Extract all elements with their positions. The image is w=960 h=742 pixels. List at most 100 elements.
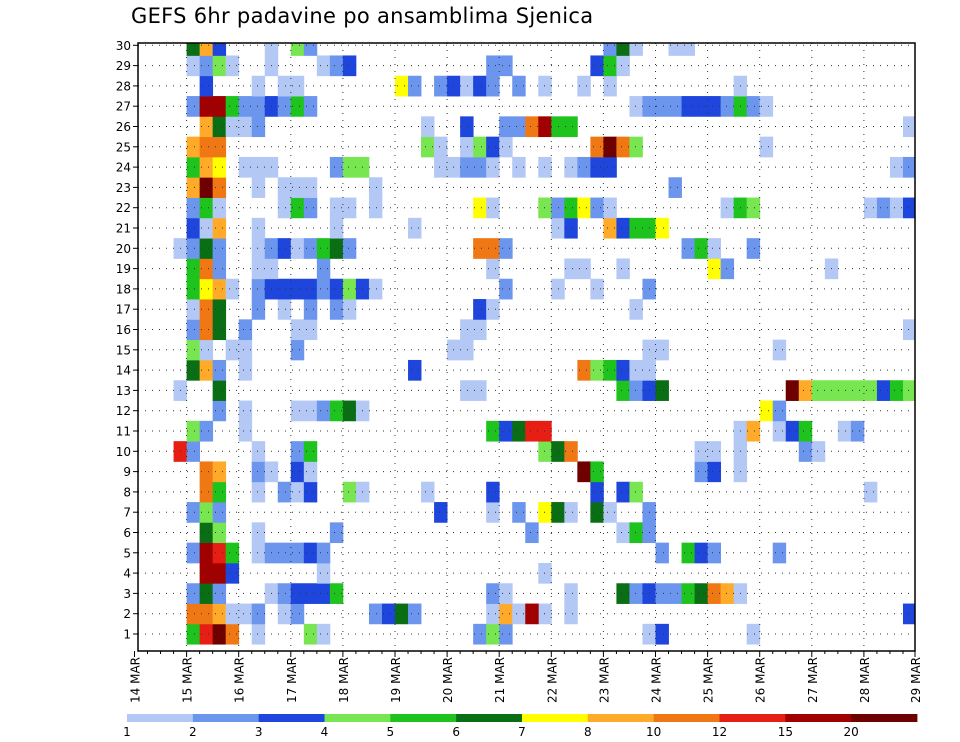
precip-cell xyxy=(629,136,643,158)
precip-cell xyxy=(499,116,513,138)
precip-cell xyxy=(694,441,709,462)
precip-cell xyxy=(212,583,227,604)
precip-cell xyxy=(290,96,305,117)
precip-cell xyxy=(199,583,214,604)
precip-cell xyxy=(199,278,214,300)
precip-cell xyxy=(876,197,891,219)
precip-cell xyxy=(603,43,617,56)
precip-cell xyxy=(746,96,761,117)
precip-cell xyxy=(199,116,214,138)
precip-cell xyxy=(603,197,617,219)
precip-cell xyxy=(316,542,331,564)
precip-cell xyxy=(238,359,253,381)
precip-cell xyxy=(212,258,227,280)
x-tick-label: 26 MAR xyxy=(754,657,768,703)
precip-cell xyxy=(303,43,318,56)
x-tick-label: 24 MAR xyxy=(650,657,664,703)
precip-cell xyxy=(564,583,578,604)
precip-cell xyxy=(408,217,422,239)
precip-cell xyxy=(316,400,331,422)
precip-cell xyxy=(590,481,604,503)
y-tick-label: 10 xyxy=(116,445,131,459)
y-tick-label: 1 xyxy=(123,628,131,642)
precip-cell xyxy=(225,562,240,584)
y-tick-label: 16 xyxy=(116,323,131,337)
precip-cell xyxy=(499,238,513,259)
x-tick-label: 22 MAR xyxy=(545,657,559,703)
precip-cell xyxy=(238,420,253,442)
precip-cell xyxy=(785,420,800,442)
precip-cell xyxy=(681,238,695,259)
precip-cell xyxy=(850,420,865,442)
precip-cell xyxy=(434,75,448,97)
precip-cell xyxy=(473,299,487,320)
precip-cell xyxy=(251,278,266,300)
precip-cell xyxy=(707,238,722,259)
colorbar-swatch xyxy=(653,714,720,722)
precip-cell xyxy=(564,156,578,178)
precip-cell xyxy=(395,603,409,625)
precip-cell xyxy=(251,156,266,178)
precip-cell xyxy=(329,55,344,77)
precip-cell xyxy=(655,542,669,564)
precip-cell xyxy=(251,522,266,544)
precip-cell xyxy=(251,623,266,645)
precip-cell xyxy=(486,197,500,219)
precip-cell xyxy=(811,441,826,462)
y-tick-label: 18 xyxy=(116,282,131,296)
precip-cell xyxy=(759,96,774,117)
y-tick-label: 24 xyxy=(116,161,131,175)
precip-cell xyxy=(434,156,448,178)
y-tick-label: 30 xyxy=(116,39,131,53)
x-tick-label: 17 MAR xyxy=(285,657,299,703)
precip-cell xyxy=(473,136,487,158)
colorbar-label: 6 xyxy=(452,725,460,739)
precip-cell xyxy=(616,55,630,77)
precip-cell xyxy=(199,299,214,320)
precip-cell xyxy=(577,75,591,97)
y-tick-label: 15 xyxy=(116,343,131,357)
precip-cell xyxy=(707,441,722,462)
precip-cell xyxy=(590,461,604,483)
colorbar-label: 5 xyxy=(387,725,395,739)
x-tick-label: 19 MAR xyxy=(389,657,403,703)
precip-cell xyxy=(186,339,201,361)
precip-cell xyxy=(512,420,526,442)
precip-cell xyxy=(512,156,526,178)
precip-cell xyxy=(212,481,227,503)
precip-cell xyxy=(668,583,682,604)
precip-cell xyxy=(863,380,878,401)
x-tick-label: 23 MAR xyxy=(597,657,611,703)
precip-cell xyxy=(225,278,240,300)
colorbar-swatch xyxy=(390,714,457,722)
precip-cell xyxy=(199,359,214,381)
y-tick-label: 6 xyxy=(123,526,131,540)
precip-cell xyxy=(616,359,630,381)
precip-cell xyxy=(303,400,318,422)
x-tick-label: 16 MAR xyxy=(233,657,247,703)
precip-cell xyxy=(486,136,500,158)
precip-cell xyxy=(342,197,357,219)
precip-cell xyxy=(629,583,643,604)
precip-cell xyxy=(303,461,318,483)
colorbar-swatch xyxy=(324,714,391,722)
precip-cell xyxy=(303,481,318,503)
precip-cell xyxy=(290,278,305,300)
y-tick-label: 22 xyxy=(116,201,131,215)
y-tick-label: 27 xyxy=(116,100,131,114)
precip-cell xyxy=(199,623,214,645)
precip-cell xyxy=(212,502,227,523)
y-tick-label: 21 xyxy=(116,222,131,236)
precip-cell xyxy=(277,238,292,259)
precip-cell xyxy=(316,583,331,604)
precip-cell xyxy=(772,400,787,422)
precip-cell xyxy=(486,583,500,604)
precip-cell xyxy=(798,420,813,442)
y-tick-label: 19 xyxy=(116,262,131,276)
precip-cell xyxy=(212,238,227,259)
colorbar-swatch xyxy=(522,714,589,722)
precip-cell xyxy=(329,583,344,604)
precip-cell xyxy=(251,75,266,97)
precip-cell xyxy=(303,542,318,564)
precip-cell xyxy=(564,197,578,219)
